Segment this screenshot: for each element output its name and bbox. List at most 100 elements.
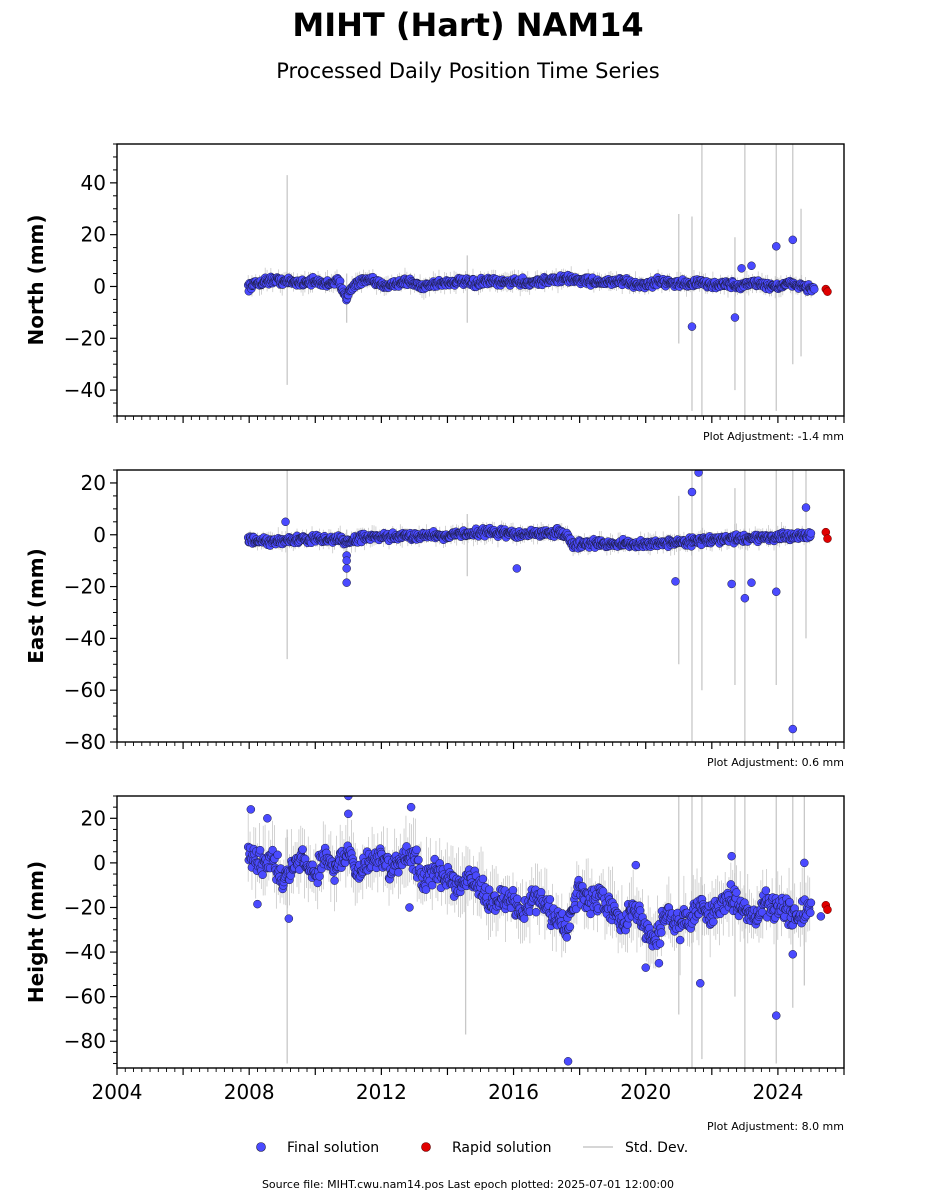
rapid-point: [823, 905, 832, 914]
final-point-outlier: [788, 724, 798, 734]
final-point-outlier: [342, 578, 351, 587]
y-axis-label: North (mm): [24, 214, 48, 345]
final-point: [545, 895, 555, 904]
legend-std-label: Std. Dev.: [625, 1140, 688, 1156]
final-point: [508, 886, 518, 895]
final-point-outlier: [284, 914, 294, 923]
final-point: [810, 284, 819, 294]
y-axis-label: Height (mm): [24, 861, 48, 1003]
final-point: [806, 908, 815, 918]
rapid-solution-points: [821, 900, 832, 914]
final-point: [427, 880, 437, 890]
y-axis: −80 −60 −40 −20 0 20: [64, 469, 117, 754]
final-point: [732, 888, 741, 897]
x-tick-label: 2024: [752, 1080, 803, 1104]
final-point-outlier: [788, 950, 798, 959]
final-point: [513, 894, 522, 904]
plot-adjustment-note: Plot Adjustment: 0.6 mm: [707, 756, 844, 769]
final-point-outlier: [740, 593, 750, 603]
y-tick-label: −80: [64, 730, 106, 754]
final-point-outlier: [696, 979, 705, 988]
y-tick-label: −40: [64, 378, 106, 402]
legend-rapid-marker: [421, 1142, 431, 1152]
final-point-outlier: [816, 912, 826, 921]
final-solution-points: [243, 470, 816, 734]
y-tick-label: 0: [93, 274, 106, 298]
final-point: [761, 886, 771, 895]
final-point: [531, 907, 541, 917]
std-dev-bars: [247, 470, 811, 742]
y-tick-label: −40: [64, 940, 106, 964]
legend: Final solution Rapid solution Std. Dev.: [256, 1140, 688, 1156]
final-point-outlier: [253, 899, 262, 909]
final-point: [806, 898, 816, 908]
y-tick-label: −20: [64, 326, 106, 350]
x-tick-label: 2004: [92, 1080, 143, 1104]
rapid-point: [823, 287, 832, 296]
y-tick-label: −60: [64, 985, 106, 1009]
final-point-outlier: [687, 322, 697, 331]
final-point: [258, 870, 267, 880]
plot-area: [243, 144, 832, 416]
x-tick-label: 2008: [224, 1080, 275, 1104]
final-point-outlier: [344, 796, 353, 801]
final-point: [675, 935, 685, 945]
final-point: [655, 939, 665, 948]
plot-area: [243, 796, 832, 1068]
final-point: [785, 897, 794, 907]
final-point-outlier: [246, 805, 256, 814]
final-point-outlier: [694, 470, 703, 477]
final-point-outlier: [772, 1011, 781, 1020]
std-dev-bars: [247, 796, 811, 1068]
x-tick-label: 2012: [356, 1080, 407, 1104]
final-point: [709, 917, 718, 927]
panels-group: −40 −20 0 20 40 North (mm) Plot Adjustment: -1…: [24, 143, 845, 1133]
y-axis: −40 −20 0 20 40: [64, 143, 117, 417]
final-point-outlier: [737, 264, 746, 273]
rapid-solution-points: [821, 527, 832, 543]
y-tick-label: −20: [64, 895, 106, 919]
final-point-outlier: [342, 556, 351, 565]
final-point: [414, 855, 423, 865]
y-tick-label: 40: [81, 171, 106, 195]
final-point-outlier: [263, 814, 272, 823]
final-point: [478, 874, 488, 884]
x-axis: [116, 742, 845, 749]
final-point-outlier: [772, 242, 781, 251]
final-point-outlier: [730, 313, 740, 322]
final-point-outlier: [563, 1057, 573, 1066]
final-point-outlier: [747, 261, 756, 271]
y-tick-label: 20: [81, 806, 106, 830]
final-point-outlier: [772, 587, 781, 597]
final-point-outlier: [342, 564, 351, 573]
x-axis: [116, 416, 845, 423]
final-point: [806, 529, 816, 538]
figure-subtitle: Processed Daily Position Time Series: [276, 59, 660, 83]
final-point: [412, 845, 421, 854]
source-note: Source file: MIHT.cwu.nam14.pos Last epo…: [262, 1178, 674, 1191]
final-point-outlier: [727, 579, 736, 589]
final-solution-points: [243, 235, 819, 331]
final-point: [255, 845, 265, 855]
final-point-outlier: [687, 487, 697, 497]
final-point-outlier: [281, 517, 290, 527]
final-point-outlier: [788, 235, 798, 245]
final-point-outlier: [671, 577, 680, 586]
final-point: [298, 845, 307, 854]
final-point: [565, 922, 575, 931]
final-point-outlier: [800, 858, 809, 868]
figure-title: MIHT (Hart) NAM14: [292, 6, 643, 44]
rapid-point: [823, 534, 832, 543]
rapid-solution-points: [821, 284, 832, 296]
final-point-outlier: [631, 860, 641, 870]
final-point: [536, 888, 546, 897]
final-point: [562, 933, 572, 942]
plot-adjustment-note: Plot Adjustment: -1.4 mm: [703, 430, 844, 443]
y-tick-label: 0: [93, 851, 106, 875]
final-point-outlier: [654, 958, 664, 968]
final-point: [394, 868, 403, 877]
final-point: [657, 928, 666, 937]
y-tick-label: 0: [93, 523, 106, 547]
x-tick-label: 2016: [488, 1080, 539, 1104]
legend-final-marker: [256, 1142, 266, 1152]
